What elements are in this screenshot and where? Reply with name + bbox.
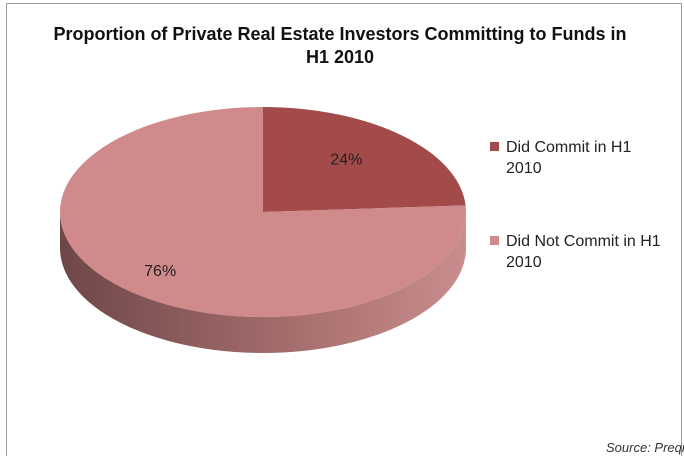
legend-swatch (490, 142, 499, 151)
pie-slice (263, 107, 466, 212)
chart-title: Proportion of Private Real Estate Invest… (53, 24, 627, 67)
data-label: 76% (144, 263, 176, 280)
pie-slice-side (60, 212, 466, 353)
legend-swatch (490, 236, 499, 245)
source-note: Source: Preqin (606, 440, 684, 455)
legend-label: Did Not Commit in H1 2010 (506, 233, 661, 271)
pie-slice (59, 107, 466, 317)
chart-frame (6, 3, 682, 456)
data-label: 24% (330, 151, 362, 168)
legend-label: Did Commit in H1 2010 (506, 139, 632, 177)
